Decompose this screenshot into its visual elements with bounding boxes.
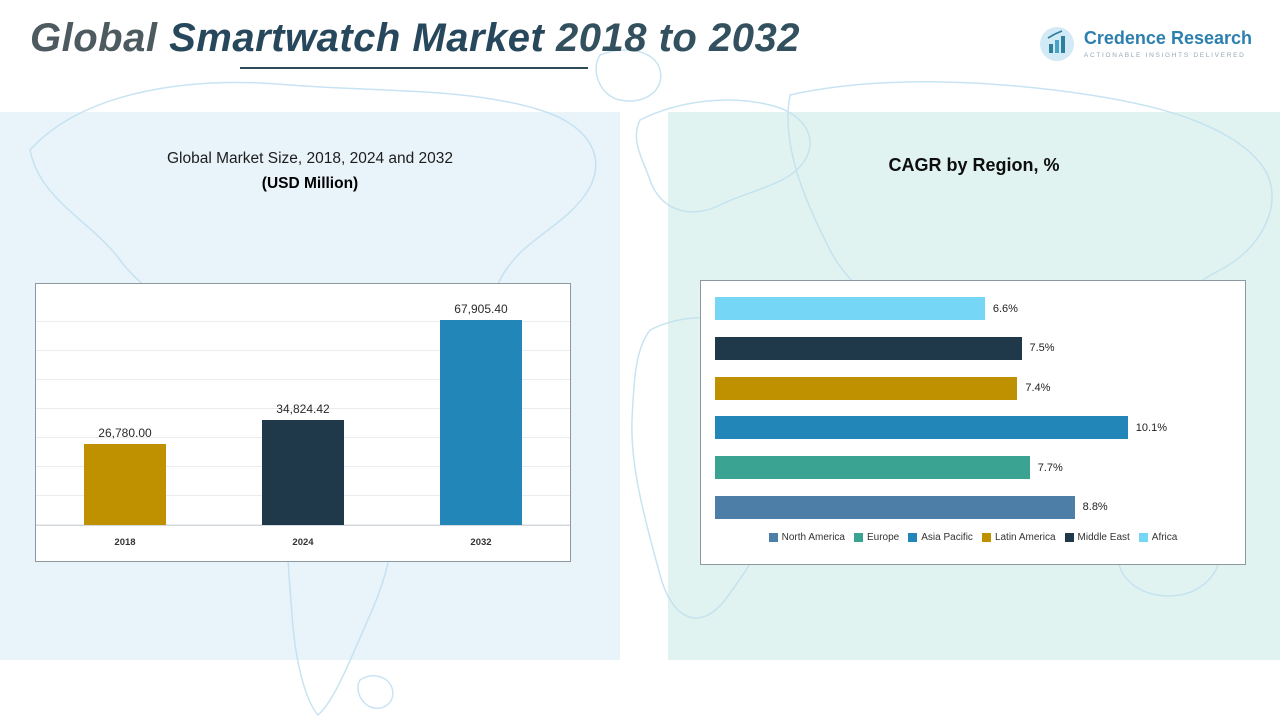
legend-item-north-america: North America bbox=[768, 532, 845, 543]
legend-item-europe: Europe bbox=[854, 532, 899, 543]
market-size-chart: 26,780.00 34,824.42 67,905.40 2018 2024 2032 bbox=[35, 283, 571, 562]
cagr-row-middle-east: 7.5% bbox=[715, 336, 1231, 360]
cagr-row-asia-pacific: 10.1% bbox=[715, 416, 1231, 440]
x-axis-label-2032: 2032 bbox=[470, 536, 492, 548]
cagr-row-latin-america: 7.4% bbox=[715, 376, 1231, 400]
cagr-legend: North America Europe Asia Pacific Latin Ame… bbox=[715, 532, 1231, 543]
legend-label: North America bbox=[781, 532, 845, 543]
cagr-value-label-europe: 7.7% bbox=[1037, 461, 1063, 474]
bar-group-2018: 26,780.00 bbox=[37, 296, 213, 525]
cagr-value-label-africa: 6.6% bbox=[992, 302, 1018, 315]
legend-item-latin-america: Latin America bbox=[981, 532, 1056, 543]
market-size-plot: 26,780.00 34,824.42 67,905.40 bbox=[36, 296, 570, 526]
cagr-bar-asia-pacific bbox=[715, 416, 1128, 440]
page-title-part2: Smartwatch Market bbox=[169, 16, 545, 60]
bar-value-label-2032: 67,905.40 bbox=[454, 302, 508, 316]
cagr-row-europe: 7.7% bbox=[715, 456, 1231, 480]
cagr-bar-middle-east bbox=[715, 336, 1022, 360]
bar-value-label-2024: 34,824.42 bbox=[276, 402, 330, 416]
legend-label: Latin America bbox=[994, 532, 1056, 543]
cagr-chart: 6.6% 7.5% 7.4% 10.1% 7.7% 8.8% North America E… bbox=[700, 280, 1246, 565]
legend-swatch bbox=[1064, 533, 1074, 542]
bar-2032 bbox=[440, 320, 522, 525]
legend-label: Europe bbox=[867, 532, 900, 543]
cagr-value-label-asia-pacific: 10.1% bbox=[1135, 421, 1167, 434]
cagr-bar-europe bbox=[715, 456, 1030, 480]
legend-item-africa: Africa bbox=[1138, 532, 1178, 543]
brand-tagline: Actionable Insights Delivered bbox=[1083, 51, 1246, 59]
cagr-chart-title: CAGR by Region, % bbox=[888, 155, 1060, 175]
legend-swatch bbox=[981, 533, 991, 542]
bar-group-2032: 67,905.40 bbox=[393, 296, 569, 525]
legend-item-asia-pacific: Asia Pacific bbox=[908, 532, 973, 543]
cagr-value-label-north-america: 8.8% bbox=[1082, 501, 1108, 514]
market-size-title-line: Global Market Size, 2018, 2024 and 2032 bbox=[166, 150, 454, 167]
market-size-subtitle: (USD Million) bbox=[261, 175, 359, 192]
legend-swatch bbox=[854, 533, 863, 542]
cagr-bar-latin-america bbox=[715, 376, 1018, 400]
bar-value-label-2018: 26,780.00 bbox=[98, 426, 152, 440]
market-size-xaxis: 2018 2024 2032 bbox=[36, 526, 570, 558]
bar-group-2024: 34,824.42 bbox=[215, 296, 391, 525]
x-axis-label-2024: 2024 bbox=[292, 536, 314, 548]
cagr-row-north-america: 8.8% bbox=[715, 495, 1231, 519]
page-title-part3: 2018 to 2032 bbox=[544, 16, 800, 60]
legend-swatch bbox=[1138, 533, 1148, 542]
cagr-bar-africa bbox=[715, 297, 985, 320]
brand-name: Credence Research bbox=[1083, 28, 1252, 49]
x-axis-label-2018: 2018 bbox=[114, 536, 136, 548]
bar-chart-logo-icon bbox=[1039, 27, 1074, 61]
page-title: Global Smartwatch Market 2018 to 2032 bbox=[30, 16, 800, 61]
legend-swatch bbox=[908, 533, 918, 542]
page-title-part1: Global bbox=[30, 16, 170, 60]
cagr-bars: 6.6% 7.5% 7.4% 10.1% 7.7% 8.8% bbox=[715, 297, 1231, 519]
cagr-row-africa: 6.6% bbox=[715, 297, 1231, 320]
legend-item-middle-east: Middle East bbox=[1064, 532, 1130, 543]
market-size-chart-title: Global Market Size, 2018, 2024 and 2032 … bbox=[0, 150, 620, 193]
brand-logo-text: Credence Research Actionable Insights De… bbox=[1083, 28, 1252, 59]
bar-2024 bbox=[262, 420, 344, 525]
legend-label: Asia Pacific bbox=[921, 532, 973, 543]
brand-logo: Credence Research Actionable Insights De… bbox=[1039, 26, 1252, 62]
legend-label: Africa bbox=[1151, 532, 1178, 543]
cagr-value-label-middle-east: 7.5% bbox=[1029, 342, 1055, 355]
cagr-value-label-latin-america: 7.4% bbox=[1025, 382, 1051, 395]
title-underline bbox=[240, 67, 588, 69]
bar-2018 bbox=[84, 444, 166, 525]
legend-swatch bbox=[768, 533, 778, 542]
legend-label: Middle East bbox=[1077, 532, 1130, 543]
cagr-bar-north-america bbox=[715, 495, 1075, 519]
